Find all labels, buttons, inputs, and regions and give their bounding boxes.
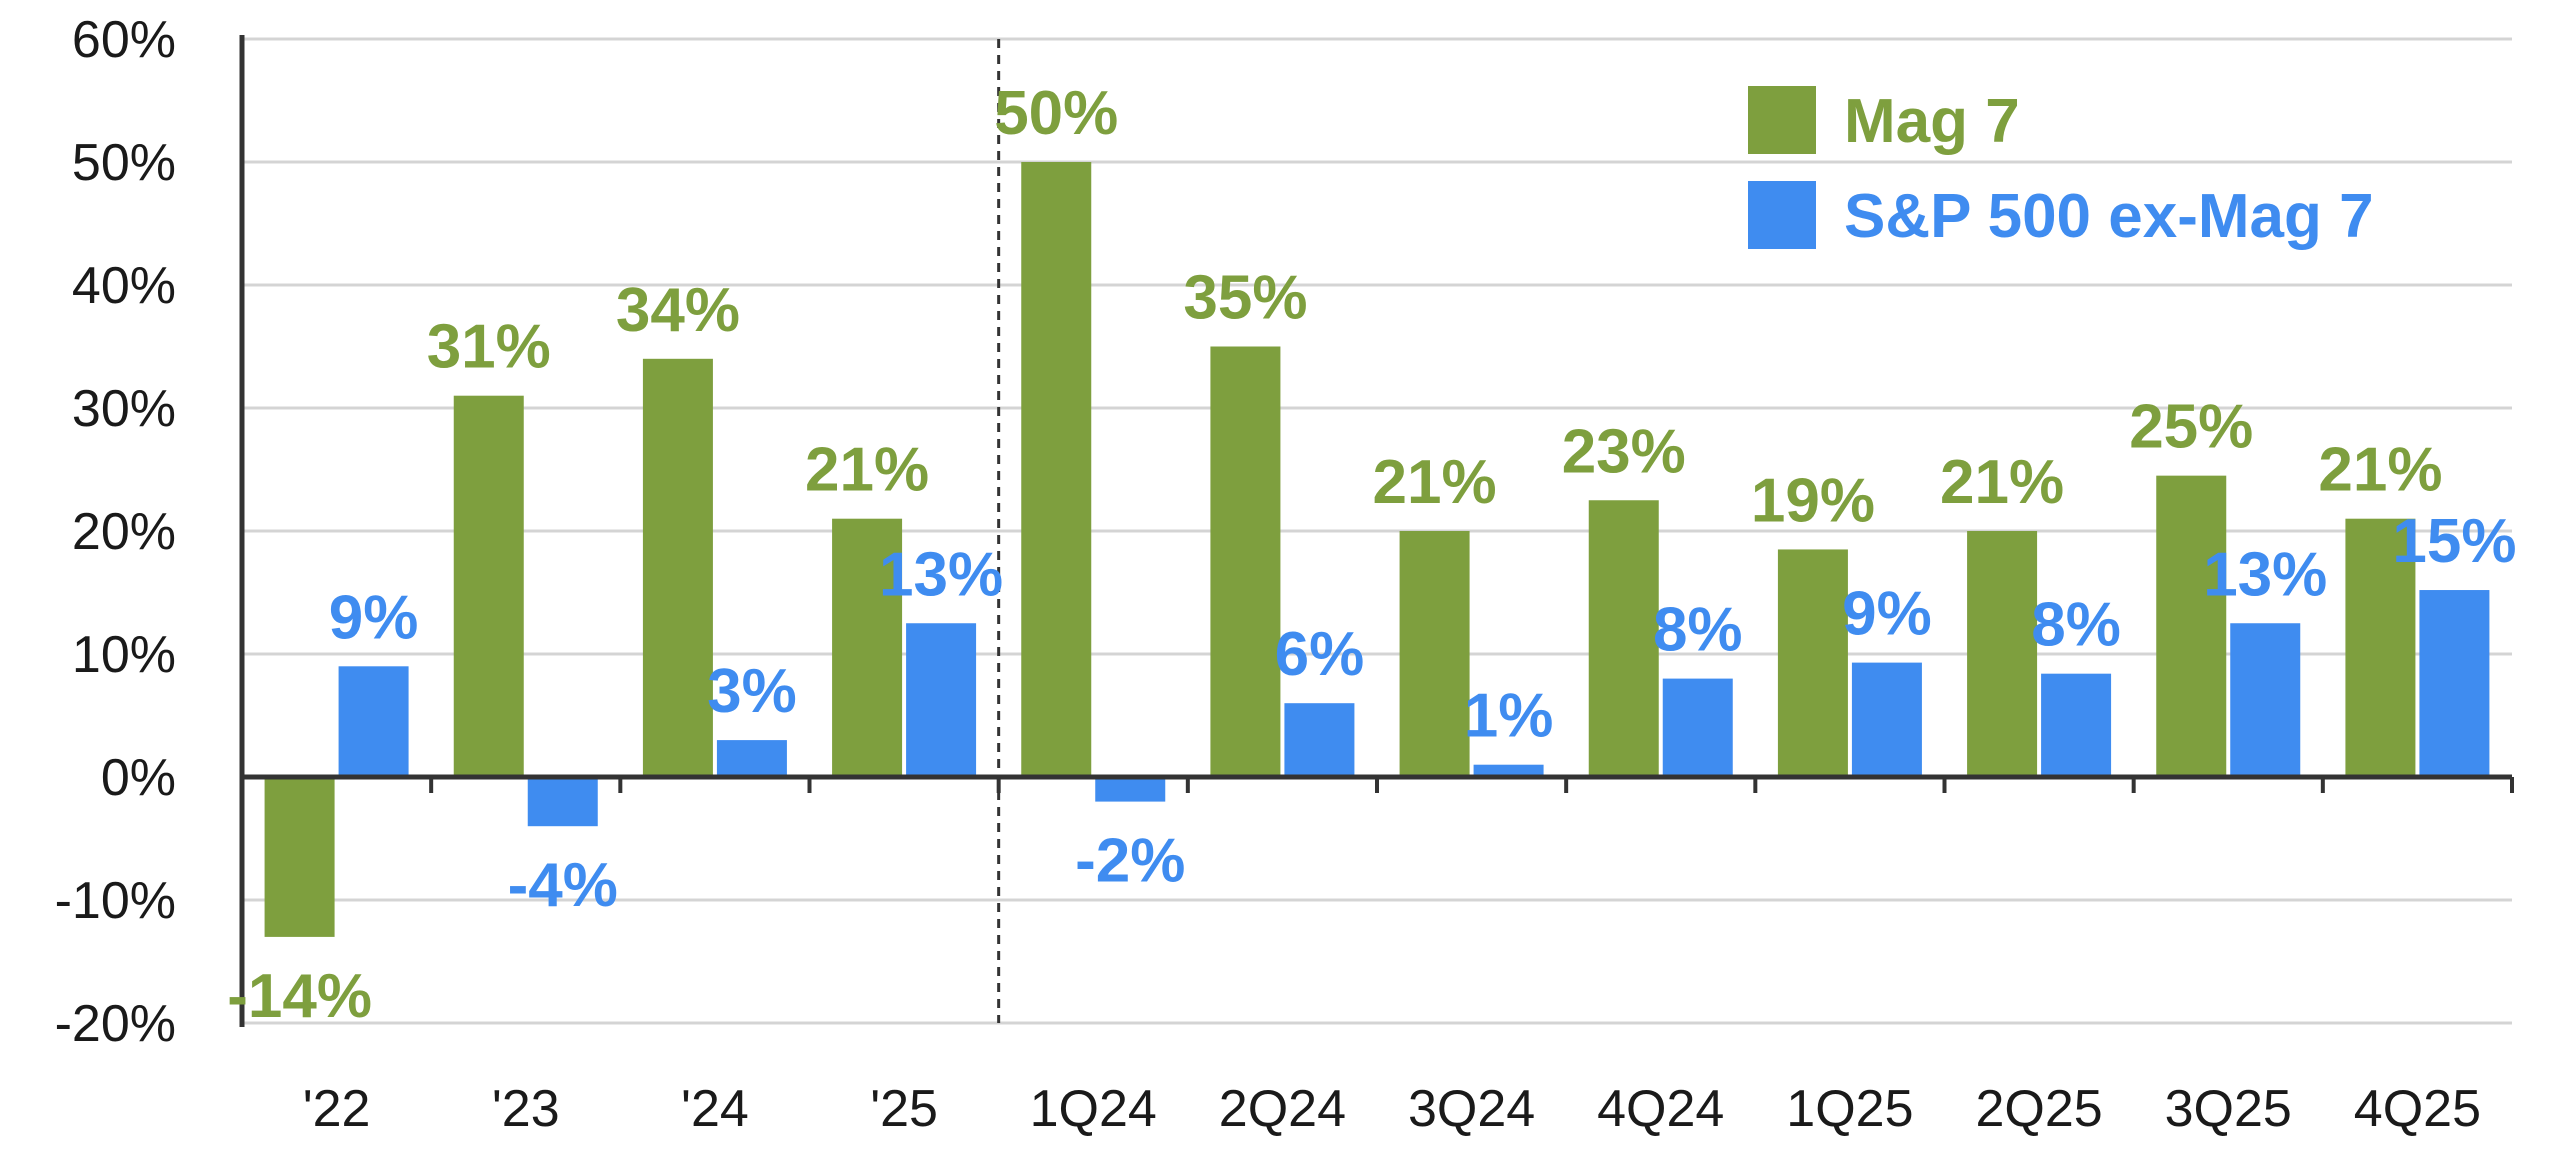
y-tick-label: 20%	[72, 503, 176, 561]
bar-mag7	[1021, 162, 1092, 777]
x-tick-label: 4Q25	[2354, 1080, 2481, 1138]
data-label: 21%	[2318, 436, 2442, 505]
x-tick-label: '22	[303, 1080, 371, 1138]
data-label: 34%	[616, 276, 740, 345]
axes	[239, 35, 2514, 1027]
bar-sp500-ex-mag7	[906, 623, 977, 777]
bar-mag7	[2156, 475, 2227, 777]
x-tick-label: 3Q25	[2165, 1080, 2292, 1138]
legend-swatch-mag7	[1748, 86, 1816, 154]
y-tick-label: 50%	[72, 134, 176, 192]
data-label: -2%	[1075, 827, 1185, 896]
data-label: 25%	[2129, 393, 2253, 462]
y-tick-label: 40%	[72, 257, 176, 315]
data-label: 1%	[1464, 682, 1554, 751]
bar-sp500-ex-mag7	[1662, 678, 1733, 777]
x-tick-label: '25	[870, 1080, 938, 1138]
legend-label-sp500-ex-mag7: S&P 500 ex-Mag 7	[1844, 182, 2374, 251]
data-label: 8%	[1653, 596, 1743, 665]
bar-mag7	[453, 395, 524, 777]
y-tick-label: 10%	[72, 626, 176, 684]
x-tick-label: 4Q24	[1597, 1080, 1724, 1138]
bar-sp500-ex-mag7	[527, 777, 598, 827]
data-label: 13%	[2203, 540, 2327, 609]
x-tick-label: 2Q25	[1975, 1080, 2102, 1138]
data-label: -14%	[227, 962, 372, 1031]
bars	[264, 162, 2490, 937]
data-label: 35%	[1183, 264, 1307, 333]
data-label: 3%	[707, 657, 797, 726]
y-axis-ticks: -20% -10% 0% 10% 20% 30% 40% 50% 60%	[55, 11, 176, 1053]
y-tick-label: 60%	[72, 11, 176, 69]
data-label: 9%	[1842, 580, 1932, 649]
data-label: 15%	[2392, 507, 2516, 576]
x-axis-ticks: '22 '23 '24 '25 1Q24 2Q24 3Q24 4Q24 1Q25 2Q25 3Q25…	[303, 1080, 2481, 1138]
bar-sp500-ex-mag7	[2041, 673, 2112, 777]
bar-sp500-ex-mag7	[1473, 764, 1544, 777]
bar-mag7	[2345, 518, 2416, 777]
bar-mag7	[1588, 500, 1659, 777]
data-label: 21%	[1373, 448, 1497, 517]
bar-sp500-ex-mag7	[1851, 662, 1922, 777]
legend: Mag 7 S&P 500 ex-Mag 7	[1748, 86, 2374, 251]
data-label: 23%	[1562, 417, 1686, 486]
data-label: 21%	[805, 436, 929, 505]
x-tick-label: 1Q25	[1786, 1080, 1913, 1138]
y-tick-label: -10%	[55, 872, 176, 930]
bar-mag7	[1399, 531, 1470, 777]
legend-swatch-sp500-ex-mag7	[1748, 181, 1816, 249]
bar-sp500-ex-mag7	[1284, 703, 1355, 777]
bar-mag7	[1967, 531, 2038, 777]
gridlines	[242, 37, 2512, 1025]
bar-mag7	[264, 777, 335, 937]
data-label: -4%	[508, 851, 618, 920]
data-label: 6%	[1275, 620, 1365, 689]
bar-sp500-ex-mag7	[2419, 590, 2490, 777]
bar-sp500-ex-mag7	[2230, 623, 2301, 777]
y-tick-label: 0%	[101, 749, 176, 807]
data-label: 21%	[1940, 448, 2064, 517]
bar-mag7	[1777, 549, 1848, 777]
y-tick-label: 30%	[72, 380, 176, 438]
data-label: 8%	[2031, 591, 2121, 660]
bar-sp500-ex-mag7	[1095, 777, 1166, 802]
data-label: 19%	[1751, 466, 1875, 535]
x-tick-label: '24	[681, 1080, 749, 1138]
y-tick-label: -20%	[55, 995, 176, 1053]
x-tick-label: 1Q24	[1030, 1080, 1157, 1138]
x-tick-label: 2Q24	[1219, 1080, 1346, 1138]
bar-sp500-ex-mag7	[716, 740, 787, 777]
bar-mag7	[832, 518, 903, 777]
data-label: 13%	[879, 540, 1003, 609]
legend-label-mag7: Mag 7	[1844, 87, 2020, 156]
x-tick-label: '23	[492, 1080, 560, 1138]
data-label: 50%	[994, 79, 1118, 148]
bar-mag7	[1210, 346, 1281, 777]
data-label: 9%	[329, 583, 419, 652]
bar-mag7	[642, 358, 713, 777]
x-tick-label: 3Q24	[1408, 1080, 1535, 1138]
data-labels: -14%31%34%21%50%35%21% 23%19% 21%25%21%9%-…	[227, 79, 2516, 1031]
data-label: 31%	[427, 313, 551, 382]
bar-sp500-ex-mag7	[338, 666, 409, 777]
